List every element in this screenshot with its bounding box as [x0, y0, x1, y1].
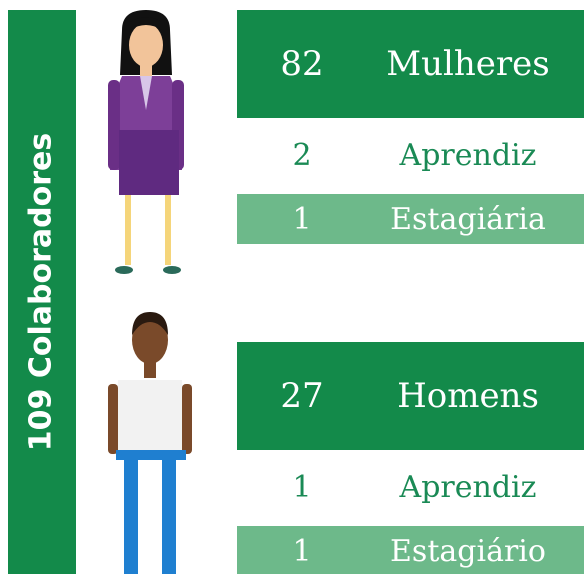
- row-label: Estagiária: [390, 202, 546, 237]
- row-label: Mulheres: [386, 44, 549, 84]
- row-band: [237, 10, 584, 118]
- man-figure: [108, 312, 192, 574]
- woman-figure: [108, 10, 184, 274]
- sidebar: [8, 10, 76, 574]
- row-number: 27: [280, 376, 323, 416]
- row-label: Homens: [397, 376, 539, 416]
- row-band: [237, 194, 584, 244]
- row-number: 1: [292, 470, 311, 505]
- row-label: Estagiário: [390, 534, 546, 569]
- row-number: 1: [292, 202, 311, 237]
- row-number: 2: [292, 138, 311, 173]
- sidebar-title: 109 Colaboradores: [24, 133, 59, 451]
- row-number: 82: [280, 44, 323, 84]
- row-band: [237, 526, 584, 574]
- row-number: 1: [292, 534, 311, 569]
- row-band: [237, 342, 584, 450]
- row-label: Aprendiz: [399, 138, 537, 173]
- row-label: Aprendiz: [399, 470, 537, 505]
